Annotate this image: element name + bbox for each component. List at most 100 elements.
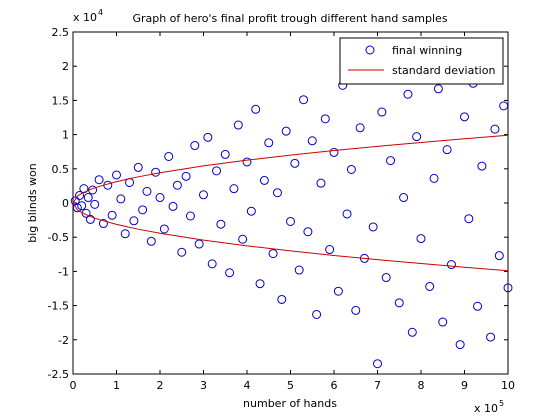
data-point-final-winning — [442, 145, 452, 155]
data-point-final-winning — [181, 171, 191, 181]
data-point-final-winning — [290, 158, 300, 168]
data-point-final-winning — [116, 194, 126, 204]
legend-marker-final-winning — [365, 45, 375, 55]
svg-text:4: 4 — [98, 8, 103, 17]
x-tick-label: 4 — [244, 379, 251, 392]
data-point-final-winning — [329, 147, 339, 157]
data-point-final-winning — [168, 201, 178, 211]
x-tick-label: 10 — [501, 379, 515, 392]
data-point-final-winning — [138, 205, 148, 215]
svg-text:5: 5 — [499, 399, 504, 408]
x-tick-label: 7 — [374, 379, 381, 392]
data-point-final-winning — [368, 222, 378, 232]
data-point-final-winning — [494, 251, 504, 261]
data-point-final-winning — [333, 286, 343, 296]
data-point-final-winning — [342, 209, 352, 219]
data-point-final-winning — [112, 170, 121, 180]
data-point-final-winning — [146, 236, 156, 246]
data-point-final-winning — [455, 340, 465, 350]
chart-title: Graph of hero's final profit trough diff… — [132, 12, 447, 25]
data-point-final-winning — [355, 123, 365, 133]
data-point-final-winning — [177, 247, 187, 257]
data-point-final-winning — [255, 279, 265, 289]
data-point-final-winning — [351, 305, 361, 315]
data-point-final-winning — [307, 136, 317, 146]
data-point-final-winning — [407, 327, 417, 337]
data-point-final-winning — [155, 193, 165, 203]
data-point-final-winning — [416, 234, 426, 244]
data-point-final-winning — [386, 156, 396, 166]
x-axis-label: number of hands — [243, 397, 337, 410]
y-tick-label: 2 — [62, 60, 69, 73]
data-point-final-winning — [164, 151, 174, 161]
data-point-final-winning — [242, 157, 252, 167]
data-point-final-winning — [212, 166, 222, 176]
x-tick-label: 1 — [113, 379, 120, 392]
data-point-final-winning — [433, 84, 443, 94]
data-point-final-winning — [199, 190, 208, 200]
data-point-final-winning — [399, 193, 409, 203]
data-point-final-winning — [246, 206, 256, 216]
data-point-final-winning — [151, 167, 161, 177]
data-point-final-winning — [381, 273, 391, 283]
series-layer — [70, 61, 513, 369]
data-point-final-winning — [277, 294, 287, 304]
legend-box — [339, 37, 504, 85]
y-tick-label: 0 — [62, 197, 69, 210]
data-point-final-winning — [90, 199, 100, 209]
x-tick-label: 5 — [287, 379, 294, 392]
data-point-final-winning — [429, 173, 439, 183]
x-tick-label: 0 — [70, 379, 77, 392]
data-point-final-winning — [477, 161, 487, 171]
data-point-final-winning — [203, 132, 213, 142]
x-exponent-label: x 10 5 — [474, 399, 504, 415]
data-point-final-winning — [233, 120, 243, 130]
y-tick-label: -2.5 — [48, 368, 69, 381]
y-tick-label: -2 — [58, 334, 69, 347]
data-point-final-winning — [268, 249, 278, 259]
data-point-final-winning — [225, 268, 235, 278]
data-point-final-winning — [281, 126, 291, 136]
data-point-final-winning — [394, 298, 404, 308]
data-point-final-winning — [207, 259, 217, 269]
y-tick-label: 0.5 — [52, 163, 70, 176]
data-point-final-winning — [220, 149, 230, 159]
data-point-final-winning — [303, 227, 313, 237]
x-tick-label: 9 — [461, 379, 468, 392]
data-point-final-winning — [294, 265, 304, 275]
data-point-final-winning — [499, 101, 509, 111]
x-tick-label: 2 — [157, 379, 164, 392]
data-point-final-winning — [438, 317, 448, 327]
data-point-final-winning — [320, 114, 330, 124]
data-point-final-winning — [325, 245, 335, 255]
x-tick-label: 8 — [418, 379, 425, 392]
data-point-final-winning — [98, 219, 108, 229]
data-point-final-winning — [142, 186, 152, 196]
data-point-final-winning — [133, 162, 143, 172]
y-exponent-label: x 10 4 — [73, 8, 103, 24]
data-point-final-winning — [464, 214, 474, 224]
y-tick-label: 1.5 — [52, 94, 70, 107]
y-tick-label: -1.5 — [48, 300, 69, 313]
data-point-final-winning — [272, 188, 282, 198]
x-tick-label: 3 — [200, 379, 207, 392]
y-tick-label: -1 — [58, 265, 69, 278]
y-tick-label: 1 — [62, 129, 69, 142]
data-point-final-winning — [377, 107, 387, 117]
svg-text:x 10: x 10 — [73, 11, 97, 24]
data-point-final-winning — [129, 216, 139, 226]
x-axis-ticks: 0 1 2 3 4 5 6 7 8 9 10 — [70, 32, 515, 392]
data-point-final-winning — [229, 184, 239, 194]
data-point-final-winning — [286, 216, 295, 226]
y-tick-label: 2.5 — [52, 26, 70, 39]
std-dev-upper-line — [72, 134, 509, 204]
data-point-final-winning — [238, 234, 248, 244]
data-point-final-winning — [312, 309, 322, 319]
data-point-final-winning — [259, 175, 269, 185]
data-point-final-winning — [403, 89, 413, 99]
data-point-final-winning — [299, 95, 309, 105]
data-point-final-winning — [251, 104, 261, 114]
x-tick-label: 6 — [331, 379, 338, 392]
y-axis-ticks: -2.5 -2 -1.5 -1 -0.5 0 0.5 1 1.5 2 2.5 — [48, 26, 508, 381]
